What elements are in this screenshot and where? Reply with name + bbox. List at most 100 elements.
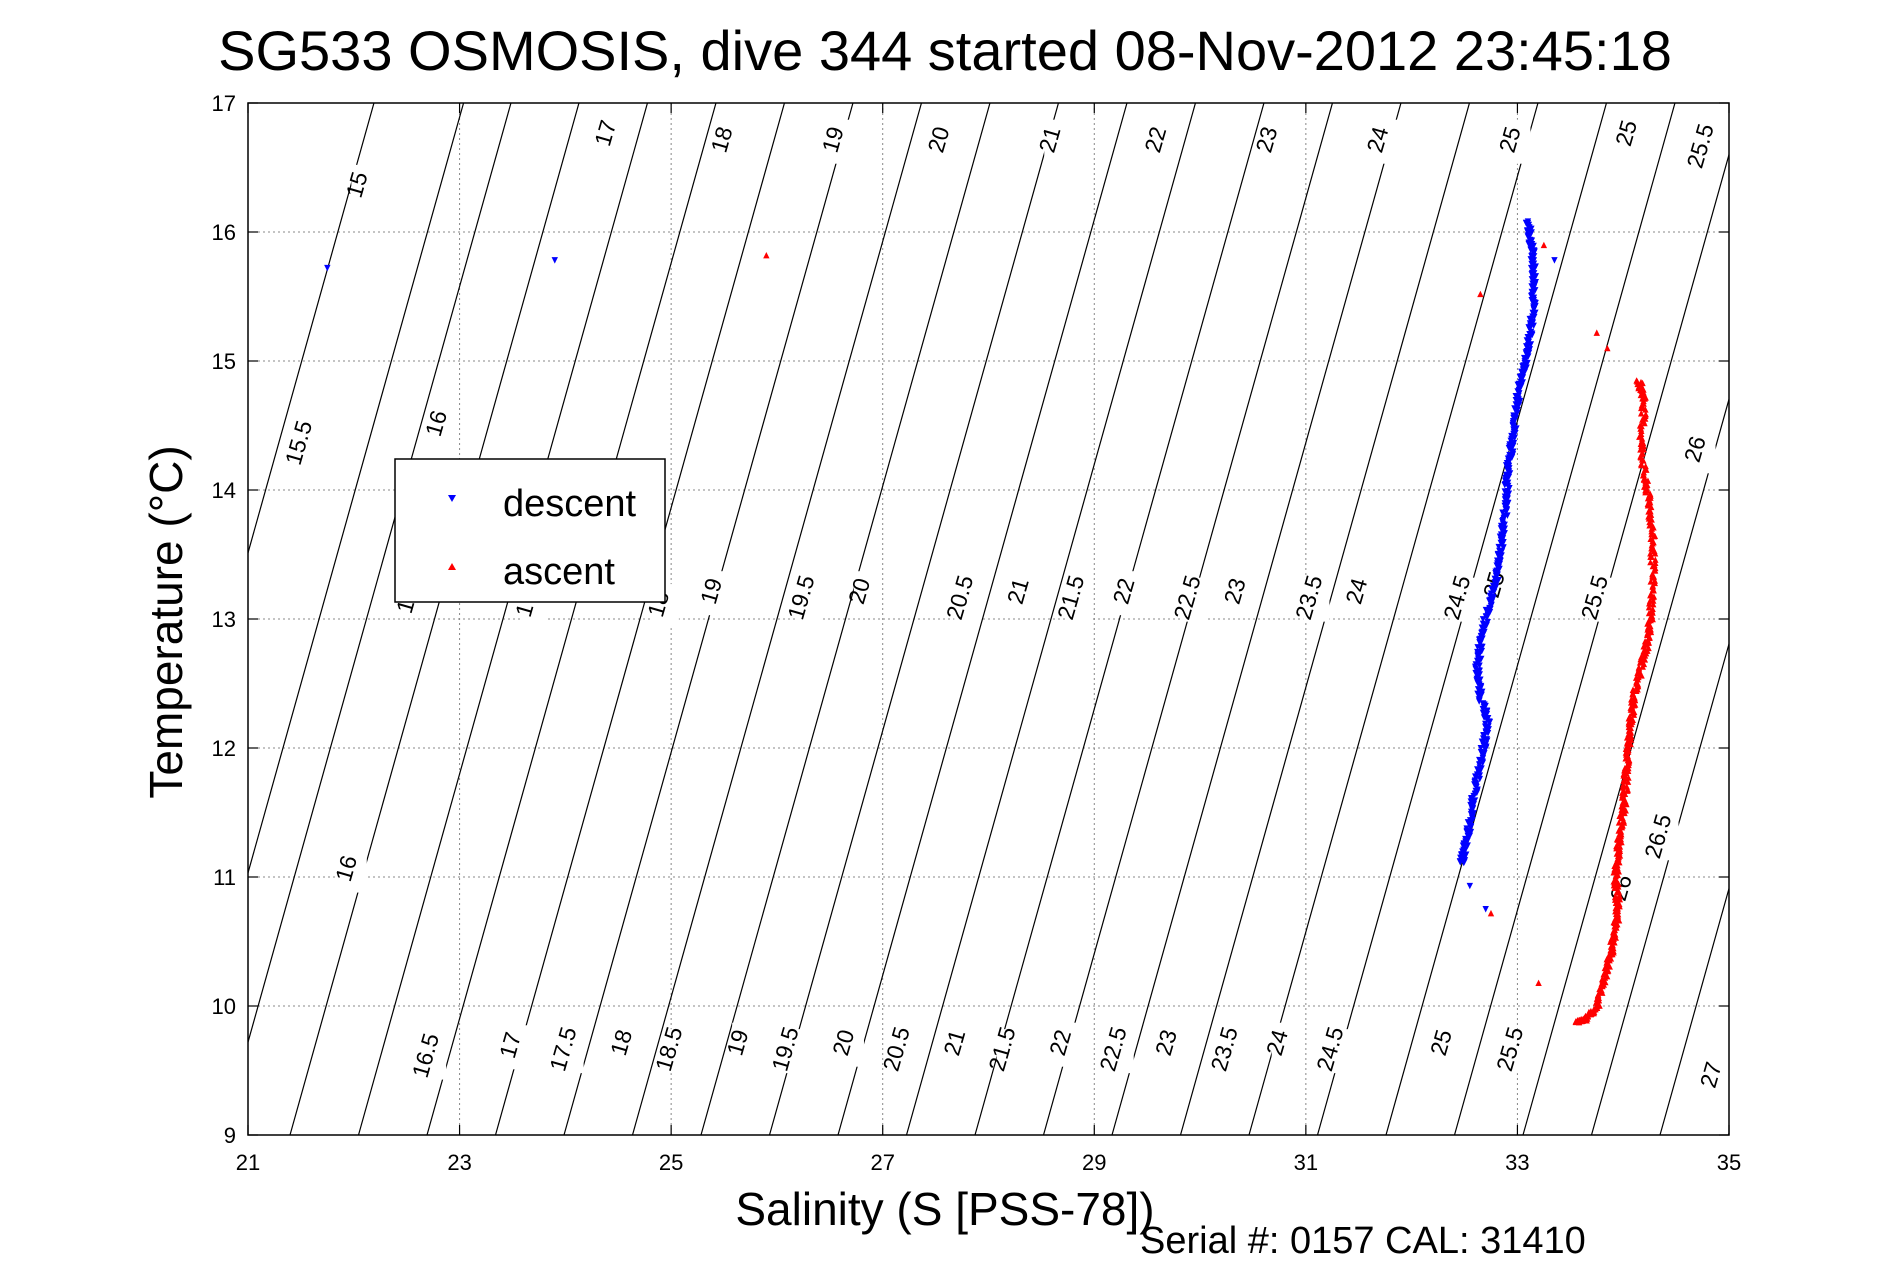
contour-label-bg [890,1029,917,1074]
contour-label-bg [1504,119,1531,164]
isopycnal-line [1590,641,1729,1135]
descent-profile-point [1476,687,1483,694]
ascent-profile-point [1618,794,1626,801]
descent-outlier-point [324,264,331,272]
series-ascent [763,241,1659,1026]
contour-label-bg [1303,577,1330,622]
ascent-profile-point [1647,558,1654,566]
contour-label-bg [949,1022,976,1067]
contour-label-bg [795,577,822,622]
contour-label-bg [1589,577,1616,622]
contour-label-bg [663,1029,690,1074]
descent-profile-point [1528,237,1536,244]
contour-lines: 1515.51616.51616.517171717.518181818.519… [248,103,1729,1135]
series-descent [324,218,1558,913]
contour-label-bg [1620,113,1647,158]
ascent-profile-point [1614,867,1622,875]
contour-label-bg [1065,577,1092,622]
ascent-profile-point [1623,734,1631,741]
x-tick-label: 31 [1294,1150,1318,1175]
contour-label-bg [954,577,981,622]
ascent-profile-point [1644,502,1652,509]
y-tick-label: 14 [212,478,236,503]
isopycnal-line [768,103,1060,1135]
descent-outlier-point [1551,257,1558,264]
legend-descent-marker [448,495,456,502]
ascent-profile-point [1649,615,1656,623]
ascent-profile-point [1639,663,1646,670]
descent-profile-point [1484,729,1492,737]
ascent-outlier-point [763,252,770,259]
ascent-profile-point [1637,410,1645,417]
ascent-profile-point [1639,379,1646,387]
descent-outlier-point [1482,906,1489,913]
contour-label-bg [1012,571,1039,616]
contour-label-bg [1451,577,1478,622]
contour-label-bg [705,571,732,616]
x-tick-label: 21 [236,1150,260,1175]
descent-profile-point [1464,837,1471,845]
ascent-profile-point [1647,553,1654,560]
descent-profile-point [1476,772,1484,779]
ascent-profile-point [1646,518,1653,526]
density-contours: 1515.51616.51616.517171717.518181818.519… [248,103,1729,1135]
ascent-profile-point [1630,711,1638,718]
y-axis-label: Temperature (°C) [140,445,192,798]
descent-profile-point [1479,754,1487,762]
descent-profile-point [1497,547,1505,555]
descent-profile-point [1501,496,1509,503]
isopycnal-line [1522,397,1729,1135]
contour-label-bg [837,1022,864,1067]
isopycnal-line [700,103,991,1135]
isopycnal-line [1111,103,1402,1135]
isopycnal-line [357,103,649,1135]
ascent-profile-point [1645,603,1653,611]
ascent-profile-point [1611,862,1618,870]
ascent-outlier-point [1604,344,1611,352]
ascent-profile-point [1638,427,1645,434]
x-tick-label: 35 [1717,1150,1741,1175]
ascent-profile-point [1650,587,1657,594]
x-tick-label: 23 [447,1150,471,1175]
descent-profile-point [1531,313,1538,321]
contour-label-bg [853,571,880,616]
contour-label-bg [1044,119,1071,164]
ascent-profile-point [1636,659,1644,666]
descent-profile-point [1482,606,1490,614]
ascent-profile-point [1622,800,1630,807]
ascent-profile-point [1616,896,1624,903]
y-tick-label: 17 [212,91,236,116]
isopycnal-line [974,103,1265,1135]
descent-profile-point [1483,622,1490,629]
descent-profile-point [1530,322,1537,329]
contour-label-bg [1351,571,1378,616]
ascent-outlier-point [1593,329,1600,336]
contour-label-bg [827,119,854,164]
descent-profile-point [1472,774,1479,781]
ascent-profile-point [1642,488,1649,496]
descent-profile-point [1479,759,1486,766]
contour-label-bg [1689,429,1716,474]
y-tick-label: 12 [212,736,236,761]
contour-label-bg [1054,1022,1081,1067]
axis-ticks: 21 23 25 27 29 31 33 35 9 10 11 12 13 14 15 16 17 [212,91,1742,1175]
descent-profile-point [1529,266,1536,274]
legend-descent-label: descent [503,483,637,525]
ascent-outlier-point [1540,241,1548,249]
descent-profile-point [1482,746,1489,753]
y-tick-label: 9 [224,1123,236,1148]
isopycnal-line [494,103,786,1135]
x-tick-label: 33 [1505,1150,1529,1175]
isopycnal-line [631,103,923,1135]
isopycnal-line [248,103,512,1045]
contour-label-bg [1694,126,1721,171]
contour-label-bg [1652,816,1679,861]
contour-label-bg [996,1029,1023,1074]
contour-label-bg [1324,1029,1351,1074]
descent-profile-point [1476,667,1483,674]
isopycnal-line [1248,103,1539,1135]
contour-label-bg [1372,119,1399,164]
isopycnal-line [563,103,854,1135]
chart-title: SG533 OSMOSIS, dive 344 started 08-Nov-2… [218,19,1672,82]
legend: descent ascent [394,458,666,603]
